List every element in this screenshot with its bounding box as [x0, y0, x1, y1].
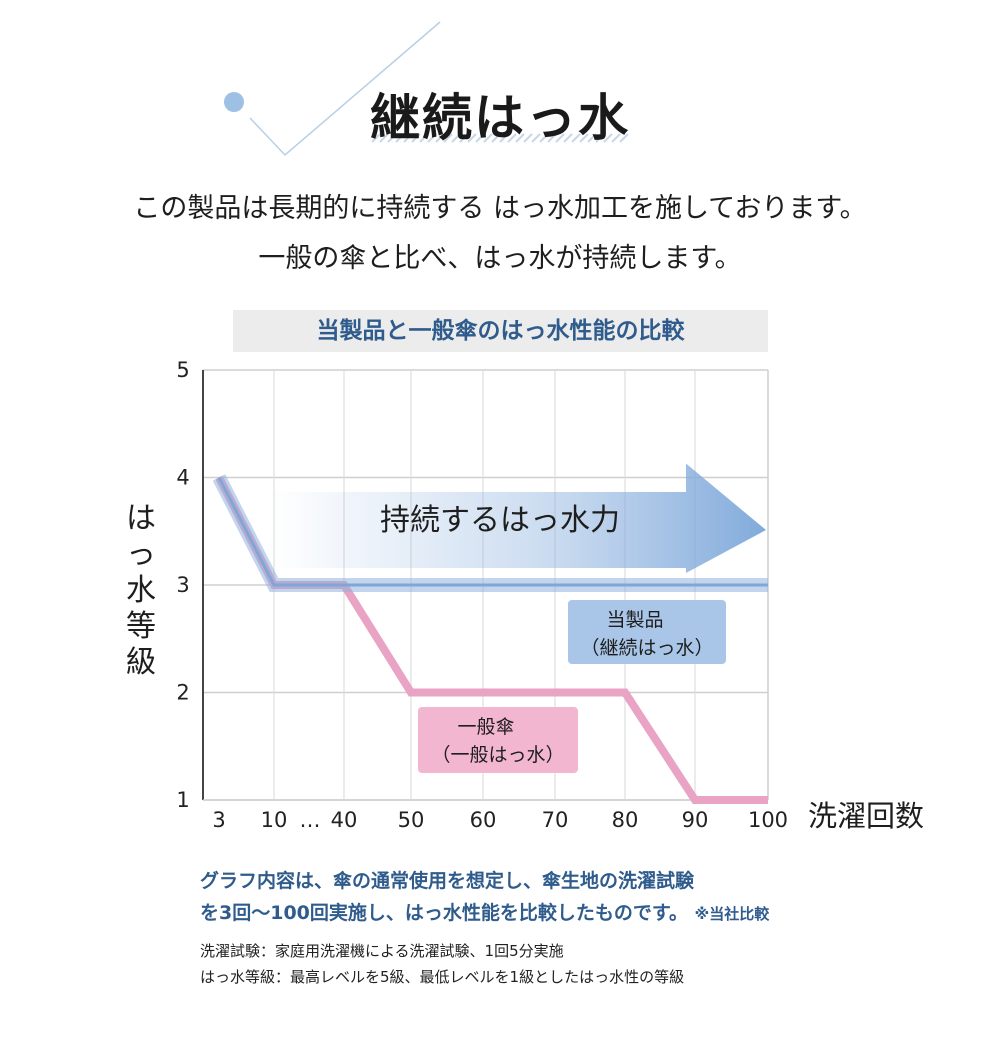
decor-line	[249, 21, 441, 157]
chart-axes	[202, 370, 768, 801]
y-tick-label: 5	[176, 358, 189, 382]
x-tick-label: 50	[398, 808, 425, 832]
y-tick-label: 3	[176, 573, 189, 597]
y-tick-label: 2	[176, 681, 189, 705]
x-axis-label: 洗濯回数	[808, 799, 924, 833]
y-axis-label-char: は	[126, 501, 156, 536]
legend-product-box	[568, 600, 726, 664]
x-tick-label: …	[300, 808, 321, 832]
x-tick-label: 100	[748, 808, 788, 832]
chart-svg: 持続するはっ水力 1 2 3 4 5 3 10 … 40 50 60 70 80 90 100 当製品 （継続…	[126, 358, 924, 833]
title-hatch	[371, 133, 629, 143]
y-axis-label-char: 等	[126, 609, 156, 644]
legend-product-sublabel: （継続はっ水）	[580, 637, 713, 659]
trend-arrow-icon	[270, 463, 766, 573]
y-axis-label-char: っ	[126, 537, 156, 572]
x-tick-label: 10	[261, 808, 288, 832]
series-line-product	[217, 476, 768, 587]
y-axis-label-char: 水	[126, 573, 156, 608]
arrow-label: 持続するはっ水力	[380, 503, 620, 538]
chart-note-text: を3回〜100回実施し、はっ水性能を比較したものです。	[200, 902, 688, 924]
x-tick-label: 70	[542, 808, 569, 832]
decor-dot-icon	[224, 92, 244, 112]
y-axis-label: はっ水等級	[126, 501, 156, 680]
y-axis-label-char: 級	[126, 645, 156, 680]
intro-line-2: 一般の傘と比べ、はっ水が持続します。	[258, 243, 742, 274]
page-title: 継続はっ水	[370, 89, 630, 147]
legend-general-sublabel: （一般はっ水）	[431, 744, 564, 766]
definition-wash-test: 洗濯試験：家庭用洗濯機による洗濯試験、1回5分実施	[200, 942, 564, 960]
chart-series	[212, 474, 768, 804]
intro-line-1: この製品は長期的に持続する はっ水加工を施しております。	[133, 193, 867, 224]
chart-note-line-2: を3回〜100回実施し、はっ水性能を比較したものです。 ※当社比較	[200, 898, 769, 925]
x-tick-label: 40	[331, 808, 358, 832]
x-tick-label: 3	[212, 808, 225, 832]
y-tick-label: 4	[176, 466, 189, 490]
chart-ticks: 1 2 3 4 5 3 10 … 40 50 60 70 80 90 100	[176, 358, 788, 832]
legend-general-box	[418, 707, 578, 773]
x-tick-label: 90	[682, 808, 709, 832]
x-tick-label: 80	[612, 808, 639, 832]
chart-title: 当製品と一般傘のはっ水性能の比較	[233, 310, 768, 352]
y-tick-label: 1	[176, 788, 189, 812]
chart-legend: 当製品 （継続はっ水） 一般傘 （一般はっ水）	[418, 600, 726, 773]
definition-water-grade: はっ水等級：最高レベルを5級、最低レベルを1級としたはっ水性の等級	[200, 968, 685, 986]
chart-note-line-1: グラフ内容は、傘の通常使用を想定し、傘生地の洗濯試験	[200, 870, 695, 892]
chart-note-small: ※当社比較	[694, 905, 770, 923]
legend-general-label: 一般傘	[457, 716, 514, 738]
x-tick-label: 60	[470, 808, 497, 832]
legend-product-label: 当製品	[606, 609, 663, 631]
header-decoration	[224, 21, 629, 157]
